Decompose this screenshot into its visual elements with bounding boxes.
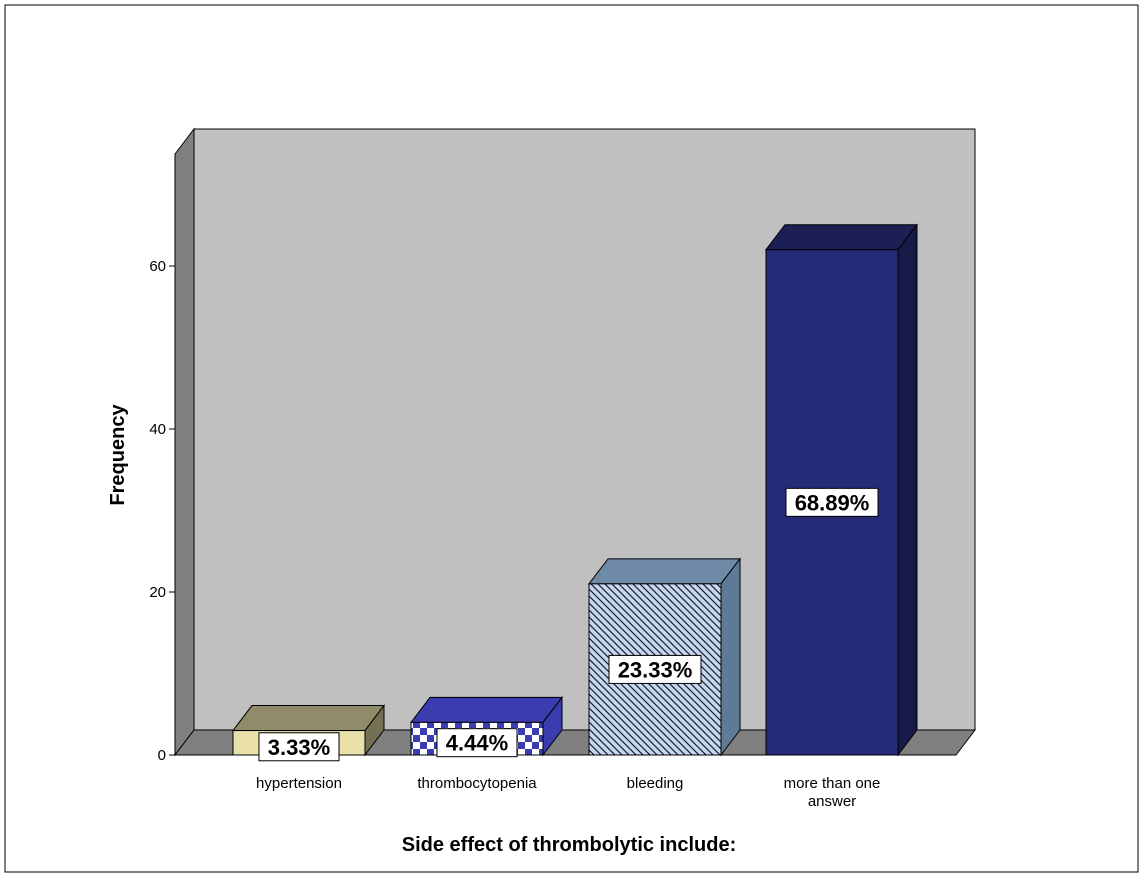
bar-top-face bbox=[764, 224, 919, 251]
y-tick-label: 0 bbox=[158, 747, 166, 764]
data-label: 68.89% bbox=[795, 490, 870, 515]
y-tick-label: 40 bbox=[149, 421, 166, 438]
data-label-box bbox=[436, 728, 518, 758]
data-label-box bbox=[608, 654, 702, 684]
bar-top-face bbox=[587, 558, 742, 585]
bar-thrombocytopenia bbox=[409, 695, 564, 757]
bar-side-face bbox=[720, 557, 741, 757]
x-category-label: more than one bbox=[784, 775, 881, 792]
bar-side-face bbox=[897, 223, 918, 757]
x-category-label: hypertension bbox=[256, 775, 342, 792]
x-axis-title: Side effect of thrombolytic include: bbox=[402, 834, 736, 856]
x-category-label: thrombocytopenia bbox=[417, 775, 537, 792]
x-category-label: answer bbox=[808, 793, 856, 810]
y-axis-title: Frequency bbox=[107, 404, 129, 506]
data-label-box bbox=[258, 732, 340, 762]
bar-top-face bbox=[409, 696, 564, 723]
plot-left-wall bbox=[174, 127, 195, 757]
y-tick-label: 20 bbox=[149, 584, 166, 601]
x-category-label: bleeding bbox=[627, 775, 684, 792]
y-tick-label: 60 bbox=[149, 258, 166, 275]
data-label: 23.33% bbox=[618, 657, 693, 682]
bar-top-face bbox=[231, 705, 386, 732]
data-label: 4.44% bbox=[446, 731, 508, 756]
data-label: 3.33% bbox=[268, 735, 330, 760]
data-label-box bbox=[785, 487, 879, 517]
